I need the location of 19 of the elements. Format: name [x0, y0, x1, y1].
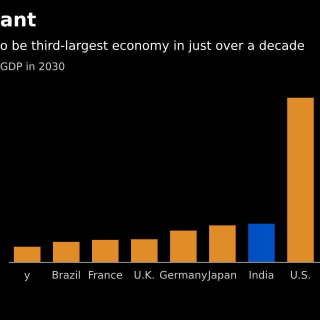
x-tick-label: U.K. [134, 271, 154, 279]
bar [131, 239, 158, 262]
bar [287, 98, 314, 262]
x-tick-label: Brazil [52, 270, 80, 279]
x-tick-label: y [24, 272, 30, 281]
text: GDP in 2030 [0, 62, 64, 70]
bar [248, 224, 275, 262]
bar [52, 242, 80, 262]
chart-subtitle: o be third-largest economy in just over a decade [0, 40, 304, 52]
bar [170, 230, 197, 262]
bar [92, 240, 119, 262]
bar [209, 225, 236, 262]
bar [14, 246, 40, 262]
x-tick-label: India [250, 270, 274, 279]
chart-title: ant [0, 12, 36, 27]
x-tick-label: U.S. [290, 270, 310, 279]
x-tick-label: France [88, 271, 122, 279]
x-tick-label: Japan [207, 271, 236, 281]
x-tick-label: Germany [160, 270, 207, 281]
